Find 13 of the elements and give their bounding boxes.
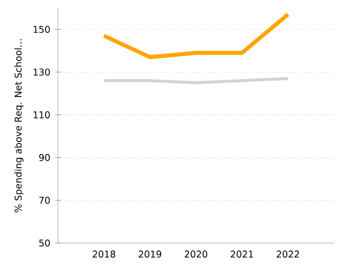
y-tick-label: 70 [39,196,50,204]
y-axis-title: % Spending above Req. Net School… [14,39,24,212]
y-tick-label: 130 [34,68,50,76]
x-tick-label: 2018 [92,250,116,258]
x-tick-label: 2020 [184,250,208,258]
x-tick-label: 2022 [276,250,299,258]
y-tick-label: 50 [39,239,50,247]
x-tick-label: 2021 [230,250,254,258]
x-tick-label: 2019 [138,250,162,258]
y-tick-label: 90 [39,154,50,162]
line-series [102,12,290,60]
y-tick-label: 150 [34,26,50,33]
y-tick-label: 110 [34,111,50,118]
